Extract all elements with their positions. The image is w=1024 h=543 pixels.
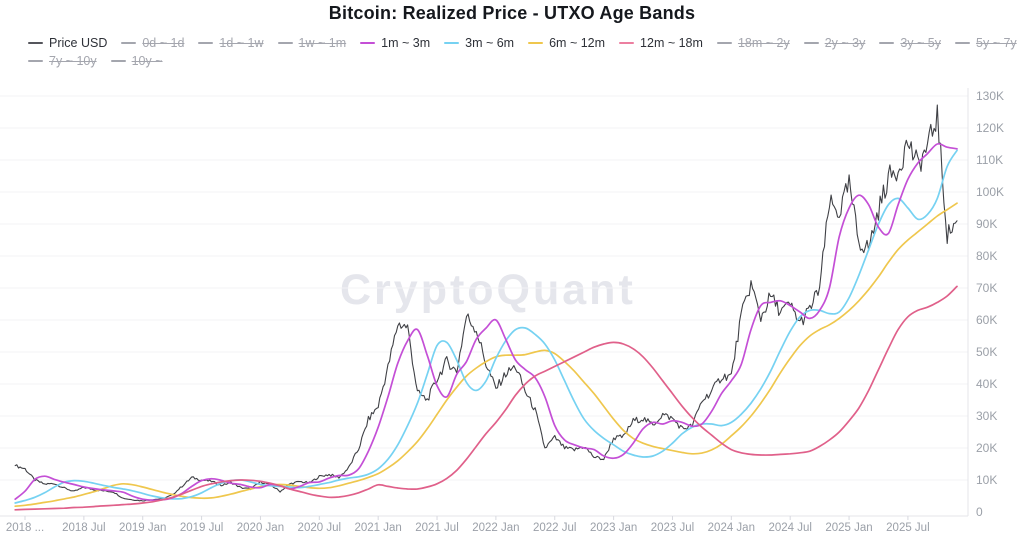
legend-dash-3m-6m [444,41,460,44]
y-tick-label-100K: 100K [976,185,1005,199]
legend-label-12m-18m: 12m ~ 18m [640,35,703,50]
legend-dash-3y-5y [879,41,895,44]
x-tick-label-2024-Jul: 2024 Jul [768,522,812,534]
x-tick-label-2018-...: 2018 ... [5,522,45,534]
legend-label-10y: 10y ~ [131,53,163,68]
x-tick-label-2025-Jul: 2025 Jul [886,522,930,534]
legend-dash-10y [110,59,126,62]
y-tick-label-110K: 110K [976,153,1004,167]
legend-label-2y-3y: 2y ~ 3y [824,35,866,50]
legend-label-6m-12m: 6m ~ 12m [549,35,606,50]
x-tick-label-2019-Jul: 2019 Jul [179,522,224,534]
legend-label-18m-2y: 18m ~ 2y [737,35,790,50]
legend-item-3m-6m[interactable]: 3m ~ 6m [444,36,514,50]
y-tick-label-70K: 70K [976,281,998,295]
legend-dash-1w-1m [277,41,293,44]
legend-dash-6m-12m [528,41,544,44]
x-tick-label-2025-Jan: 2025 Jan [825,522,873,534]
legend-label-0d-1d: 0d ~ 1d [142,35,185,50]
legend-label-7y-10y: 7y ~ 10y [49,53,97,68]
x-tick-label-2018-Jul: 2018 Jul [62,522,106,534]
legend-label-3m-6m: 3m ~ 6m [465,35,515,50]
series-line-1m-3m [14,142,958,502]
y-tick-label-130K: 130K [976,89,1005,103]
legend-row-1: Price USD 0d ~ 1d 1d ~ 1w 1w ~ 1m 1m ~ 3m 3m … [28,34,1017,51]
cryptoquant-watermark: CryptoQuant [340,266,636,314]
series-line-price-usd [14,104,958,502]
series-line-12m-18m [14,285,958,511]
legend-label-1w-1m: 1w ~ 1m [298,35,347,50]
y-tick-label-0: 0 [976,505,983,519]
y-tick-label-40K: 40K [976,377,998,391]
legend-row-2: 7y ~ 10y 10y ~ [28,52,1008,69]
legend-label-1m-3m: 1m ~ 3m [381,35,431,50]
y-tick-label-120K: 120K [976,121,1005,135]
legend-item-7y-10y[interactable]: 7y ~ 10y [28,54,97,68]
x-tick-label-2021-Jul: 2021 Jul [415,522,459,534]
series-line-3m-6m [14,149,958,504]
legend-item-6m-12m[interactable]: 6m ~ 12m [528,36,605,50]
legend-item-price-usd[interactable]: Price USD [28,36,107,50]
legend-item-5y-7y[interactable]: 5y ~ 7y [955,36,1017,50]
x-tick-label-2024-Jan: 2024 Jan [707,522,755,534]
chart-title: Bitcoin: Realized Price - UTXO Age Bands [328,3,696,23]
legend-item-1m-3m[interactable]: 1m ~ 3m [360,36,430,50]
legend-dash-1m-3m [360,41,376,44]
x-tick-label-2019-Jan: 2019 Jan [119,522,167,534]
legend-item-2y-3y[interactable]: 2y ~ 3y [803,35,866,50]
legend-label-3y-5y: 3y ~ 5y [900,35,942,50]
legend-label-5y-7y: 5y ~ 7y [976,35,1017,50]
legend-dash-0d-1d [121,41,137,44]
x-tick-label-2021-Jan: 2021 Jan [354,522,402,534]
x-tick-label-2020-Jan: 2020 Jan [236,522,285,534]
legend-dash-price-usd [28,41,43,44]
legend-item-0d-1d[interactable]: 0d ~ 1d [121,36,184,50]
y-tick-label-10K: 10K [976,473,998,487]
legend-dash-1d-1w [198,41,214,44]
legend-dash-7y-10y [28,59,43,62]
x-tick-label-2020-Jul: 2020 Jul [297,522,342,534]
x-tick-label-2023-Jul: 2023 Jul [650,522,695,534]
legend-dash-12m-18m [619,41,635,44]
y-tick-label-20K: 20K [976,441,998,455]
legend-item-1d-1w[interactable]: 1d ~ 1w [198,35,264,50]
series-line-6m-12m [14,202,958,508]
y-tick-label-30K: 30K [976,409,998,423]
x-tick-label-2023-Jan: 2023 Jan [589,522,638,534]
legend-item-18m-2y[interactable]: 18m ~ 2y [716,35,790,50]
legend-item-12m-18m[interactable]: 12m ~ 18m [619,36,703,50]
y-tick-label-80K: 80K [976,249,998,263]
legend-label-1d-1w: 1d ~ 1w [219,35,264,50]
legend-item-1w-1m[interactable]: 1w ~ 1m [277,35,347,50]
legend-dash-5y-7y [955,41,971,44]
y-tick-label-50K: 50K [976,345,998,359]
legend-dash-2y-3y [803,41,819,44]
legend: Price USD 0d ~ 1d 1d ~ 1w 1w ~ 1m 1m ~ 3m 3m … [28,34,1017,70]
y-tick-label-90K: 90K [976,217,998,231]
x-tick-label-2022-Jul: 2022 Jul [533,522,577,534]
legend-dash-18m-2y [716,41,732,44]
legend-item-10y[interactable]: 10y ~ [110,53,163,68]
x-tick-label-2022-Jan: 2022 Jan [472,522,520,534]
legend-item-3y-5y[interactable]: 3y ~ 5y [879,36,941,50]
y-tick-label-60K: 60K [976,313,998,327]
legend-label-price-usd: Price USD [49,35,108,50]
